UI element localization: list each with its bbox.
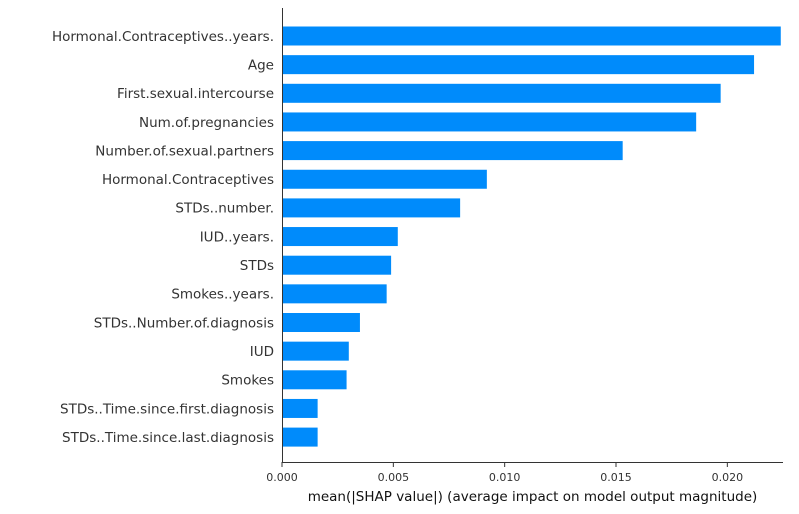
x-ticks-group: 0.000 0.005 0.010 0.015 0.020 — [266, 462, 743, 484]
category-label-11: IUD — [250, 344, 274, 360]
bar-3 — [282, 112, 697, 132]
x-tick-label-2: 0.010 — [489, 471, 521, 484]
category-labels-group: Hormonal.Contraceptives..years. Age First.… — [52, 29, 274, 446]
category-label-10: STDs..Number.of.diagnosis — [94, 315, 274, 331]
bars-group — [282, 26, 781, 447]
category-label-9: Smokes..years. — [171, 287, 274, 303]
category-label-1: Age — [248, 57, 274, 73]
bar-12 — [282, 370, 347, 390]
category-label-13: STDs..Time.since.first.diagnosis — [60, 401, 274, 417]
category-label-2: First.sexual.intercourse — [117, 86, 274, 102]
category-label-6: STDs..number. — [175, 201, 274, 217]
bar-8 — [282, 255, 392, 275]
category-label-3: Num.of.pregnancies — [139, 115, 274, 131]
category-label-0: Hormonal.Contraceptives..years. — [52, 29, 274, 45]
x-axis-title: mean(|SHAP value|) (average impact on mo… — [308, 489, 758, 505]
category-label-7: IUD..years. — [200, 229, 274, 245]
category-label-4: Number.of.sexual.partners — [95, 143, 274, 159]
bar-9 — [282, 284, 387, 304]
category-label-5: Hormonal.Contraceptives — [102, 172, 274, 188]
bar-2 — [282, 83, 721, 103]
bar-5 — [282, 169, 487, 189]
bar-10 — [282, 313, 360, 332]
bar-7 — [282, 227, 398, 247]
bar-13 — [282, 398, 318, 418]
bar-11 — [282, 341, 349, 361]
category-label-14: STDs..Time.since.last.diagnosis — [62, 430, 274, 446]
bar-14 — [282, 427, 318, 447]
category-label-8: STDs — [240, 258, 274, 274]
bar-1 — [282, 55, 755, 75]
bar-4 — [282, 141, 623, 161]
bar-0 — [282, 26, 781, 46]
category-label-12: Smokes — [221, 373, 274, 389]
x-tick-label-1: 0.005 — [378, 471, 410, 484]
x-tick-label-4: 0.020 — [712, 471, 744, 484]
x-tick-label-0: 0.000 — [266, 471, 298, 484]
x-tick-label-3: 0.015 — [600, 471, 632, 484]
bar-6 — [282, 198, 461, 218]
